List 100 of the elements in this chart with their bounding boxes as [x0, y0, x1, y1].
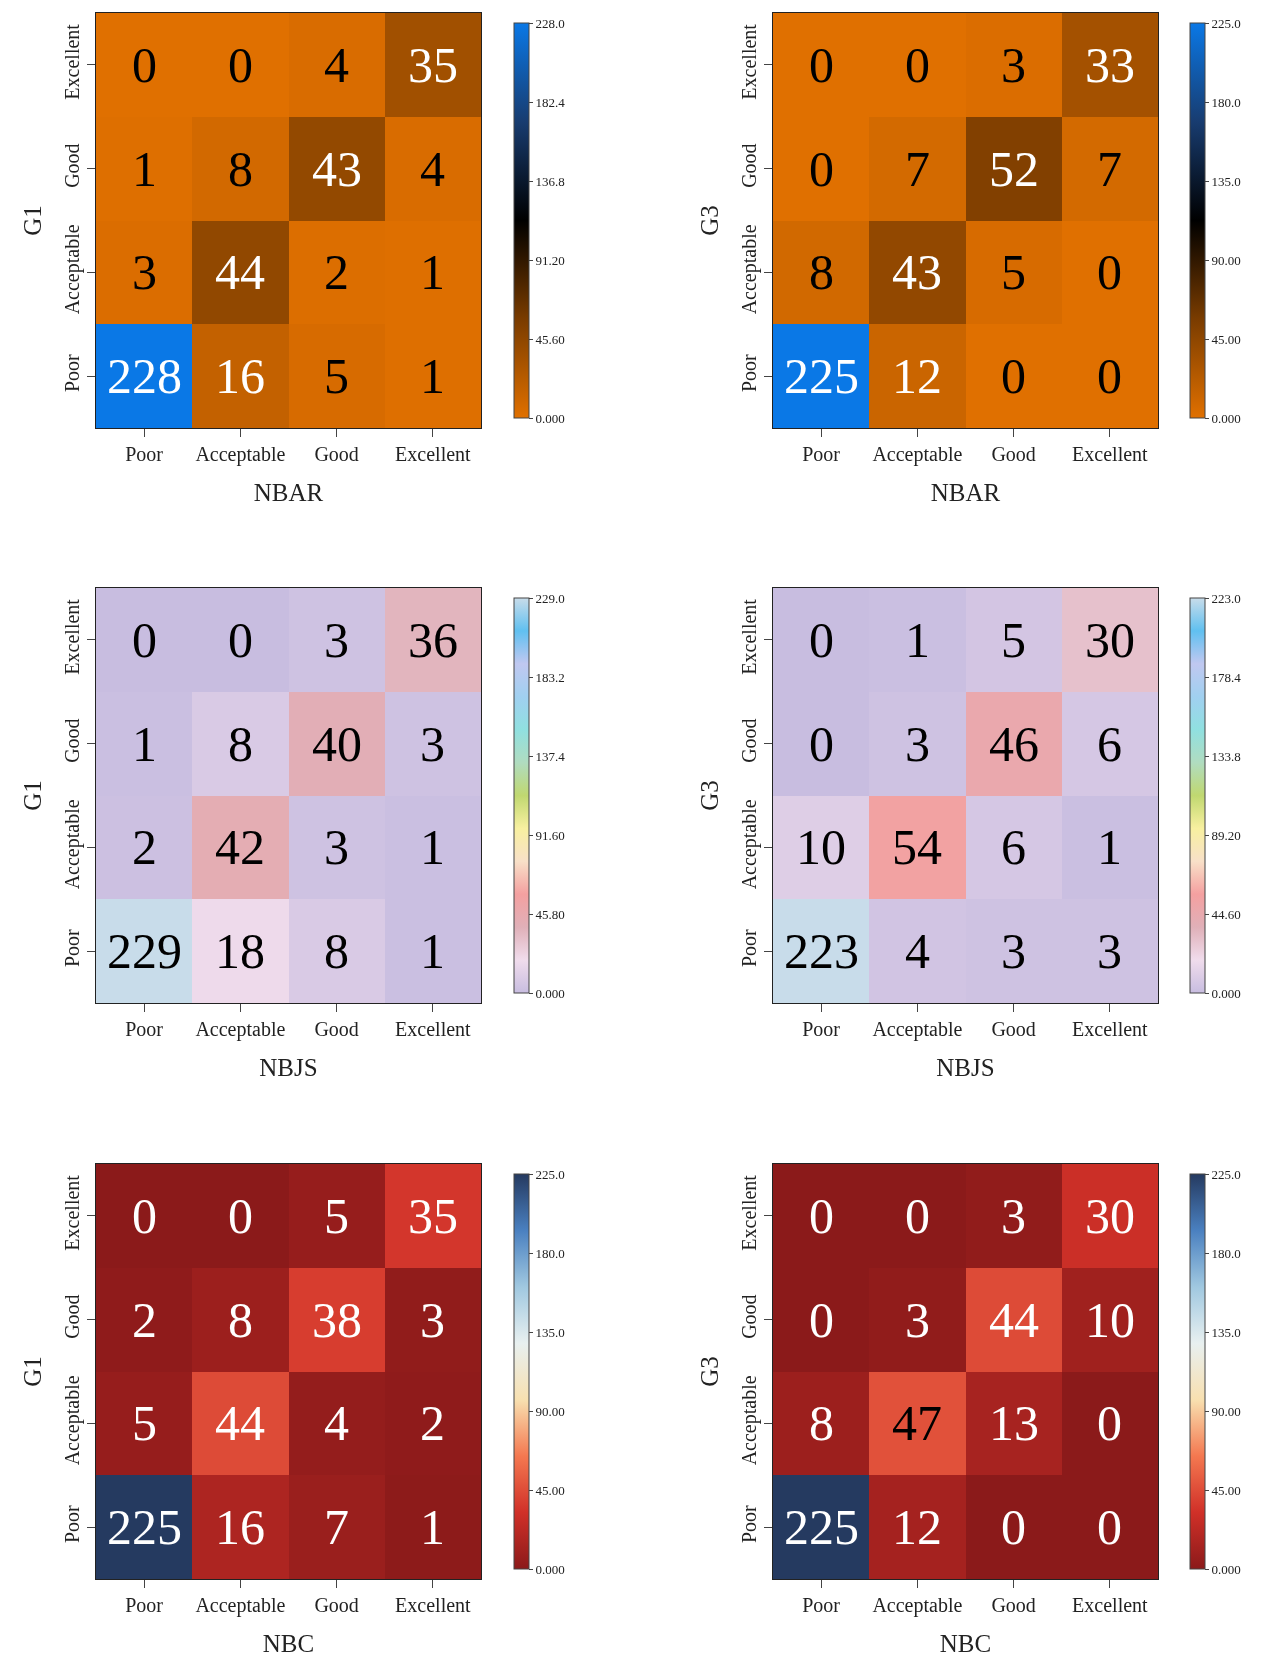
data-label: 5	[1001, 612, 1026, 668]
color-bar-label: 0.000	[535, 410, 565, 426]
data-label: 3	[905, 716, 930, 772]
data-label: 223	[784, 923, 859, 979]
data-label: 36	[408, 612, 458, 668]
x-tick-label: Poor	[802, 1594, 841, 1616]
data-label: 38	[312, 1292, 362, 1348]
x-tick-label: Good	[314, 1018, 359, 1040]
y-tick-label: Excellent	[738, 23, 760, 100]
x-axis-title: NBJS	[259, 1054, 318, 1081]
color-bar-label: 225.0	[1211, 1166, 1241, 1182]
data-label: 0	[132, 37, 157, 93]
x-tick-label: Acceptable	[872, 1594, 963, 1617]
color-bar-label: 45.80	[535, 906, 565, 922]
color-bar-label: 137.4	[535, 748, 566, 764]
data-label: 40	[312, 716, 362, 772]
data-label: 2	[132, 1292, 157, 1348]
data-label: 7	[905, 141, 930, 197]
y-tick-label: Excellent	[738, 1174, 760, 1251]
data-label: 33	[1085, 37, 1135, 93]
data-label: 0	[905, 1188, 930, 1244]
y-tick-label: Good	[738, 1294, 760, 1339]
color-bar-label: 0.000	[1211, 410, 1241, 426]
data-label: 6	[1097, 716, 1122, 772]
data-label: 0	[132, 612, 157, 668]
data-label: 5	[324, 348, 349, 404]
y-tick-label: Poor	[61, 928, 83, 968]
x-tick-label: Good	[314, 1594, 359, 1616]
data-label: 8	[324, 923, 349, 979]
y-tick-label: Acceptable	[61, 224, 84, 315]
data-label: 0	[809, 1292, 834, 1348]
color-bar-label: 0.000	[1211, 985, 1241, 1001]
data-label: 3	[420, 716, 445, 772]
data-label: 54	[892, 819, 942, 875]
data-label: 1	[905, 612, 930, 668]
data-label: 4	[420, 141, 445, 197]
data-label: 3	[1001, 1188, 1026, 1244]
color-bar-label: 45.00	[1211, 1482, 1241, 1498]
x-tick-label: Excellent	[1072, 443, 1149, 465]
color-bar-label: 133.8	[1211, 748, 1241, 764]
data-label: 228	[107, 348, 182, 404]
y-tick-label: Poor	[61, 1504, 83, 1544]
data-label: 229	[107, 923, 182, 979]
data-label: 52	[989, 141, 1039, 197]
data-label: 225	[107, 1499, 182, 1555]
data-label: 0	[809, 37, 834, 93]
x-tick-label: Good	[991, 1594, 1036, 1616]
y-tick-label: Good	[61, 1294, 83, 1339]
color-bar-label: 90.00	[1211, 252, 1241, 268]
color-bar-label: 90.00	[1211, 1403, 1241, 1419]
data-label: 35	[408, 1188, 458, 1244]
color-bar-label: 45.60	[535, 331, 565, 347]
x-tick-label: Acceptable	[872, 443, 963, 466]
data-label: 1	[132, 141, 157, 197]
data-label: 1	[420, 819, 445, 875]
x-tick-label: Excellent	[395, 1018, 472, 1040]
data-label: 46	[989, 716, 1039, 772]
data-label: 7	[324, 1499, 349, 1555]
data-label: 44	[215, 244, 265, 300]
color-bar-label: 183.2	[535, 669, 565, 685]
y-tick-label: Good	[738, 143, 760, 188]
data-label: 4	[324, 37, 349, 93]
data-label: 225	[784, 1499, 859, 1555]
y-axis-title: G3	[695, 1356, 723, 1387]
data-label: 12	[892, 1499, 942, 1555]
color-bar-label: 44.60	[1211, 906, 1241, 922]
y-axis-title: G1	[18, 1356, 46, 1387]
data-label: 44	[215, 1395, 265, 1451]
y-tick-label: Excellent	[61, 23, 83, 100]
x-tick-label: Poor	[802, 443, 841, 465]
data-label: 2	[420, 1395, 445, 1451]
data-label: 4	[905, 923, 930, 979]
y-tick-label: Poor	[738, 353, 760, 393]
data-label: 0	[809, 1188, 834, 1244]
color-bar-label: 0.000	[535, 985, 565, 1001]
data-label: 0	[1097, 1395, 1122, 1451]
y-tick-label: Acceptable	[738, 224, 761, 315]
data-label: 3	[1001, 37, 1026, 93]
x-tick-label: Poor	[125, 443, 164, 465]
color-bar-label: 178.4	[1211, 669, 1242, 685]
data-label: 13	[989, 1395, 1039, 1451]
data-label: 225	[784, 348, 859, 404]
data-label: 3	[1001, 923, 1026, 979]
data-label: 1	[132, 716, 157, 772]
color-bar-label: 0.000	[535, 1561, 565, 1577]
color-bar-label: 45.00	[535, 1482, 565, 1498]
x-axis-title: NBC	[939, 1630, 992, 1657]
data-label: 0	[905, 37, 930, 93]
data-label: 42	[215, 819, 265, 875]
data-label: 30	[1085, 612, 1135, 668]
data-label: 0	[809, 716, 834, 772]
data-label: 18	[215, 923, 265, 979]
y-axis-title: G3	[695, 205, 723, 236]
color-bar-label: 228.0	[535, 15, 565, 31]
x-tick-label: Poor	[125, 1018, 164, 1040]
x-axis-title: NBJS	[936, 1054, 995, 1081]
data-label: 5	[324, 1188, 349, 1244]
data-label: 3	[324, 819, 349, 875]
data-label: 8	[809, 244, 834, 300]
data-label: 1	[420, 923, 445, 979]
